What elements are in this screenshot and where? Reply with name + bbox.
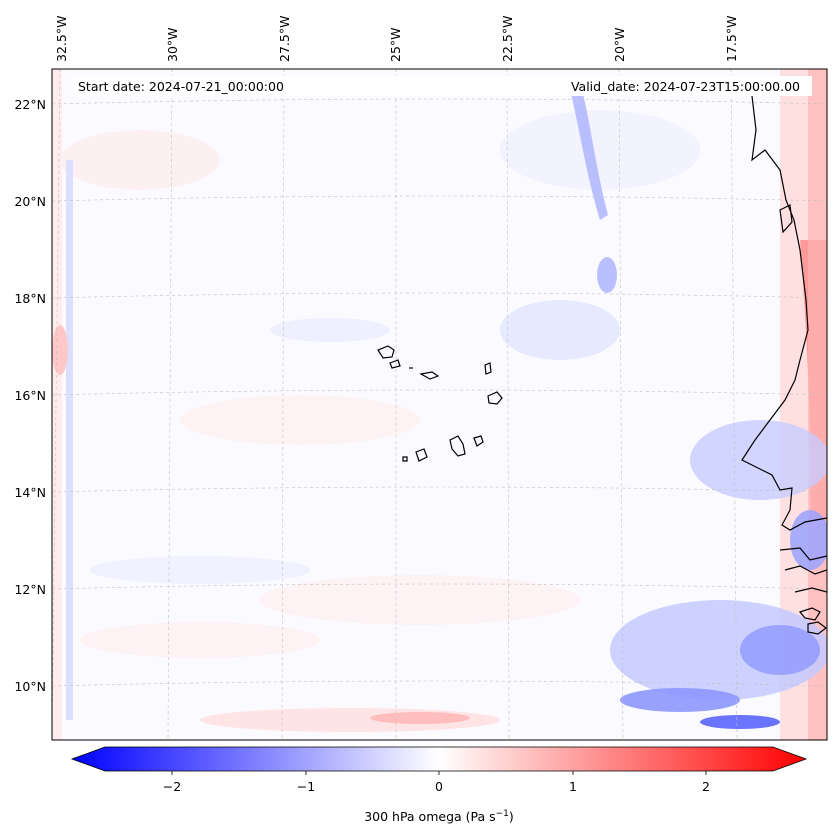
gridlines [52,69,827,740]
latitude-labels: 22°N 20°N 18°N 16°N 14°N 12°N 10°N [14,97,46,694]
colorbar: −2 −1 0 1 2 300 hPa omega (Pa s−1) [70,746,808,824]
lon-label: 32.5°W [54,16,69,62]
lon-label: 17.5°W [724,16,739,62]
colorbar-tick-label: 0 [435,779,443,794]
lat-label: 16°N [14,388,46,403]
lon-label: 22.5°W [500,16,515,62]
colorbar-ticks [171,771,707,775]
coastlines [741,95,827,635]
annotation-background [72,76,812,96]
map-frame [51,68,828,741]
lat-label: 20°N [14,194,46,209]
lat-label: 18°N [14,291,46,306]
colorbar-tick-label: 2 [702,779,710,794]
colorbar-tick-label: −1 [297,779,315,794]
omega-field [52,69,827,740]
lon-label: 27.5°W [277,16,292,62]
colorbar-body [70,746,808,772]
colorbar-label: 300 hPa omega (Pa s−1) [364,809,514,824]
lon-label: 25°W [388,27,403,62]
colorbar-tick-label: −2 [163,779,181,794]
africa-coastline [741,95,827,531]
lat-label: 22°N [14,97,46,112]
lat-label: 12°N [14,582,46,597]
lon-label: 20°W [612,27,627,62]
start-date-label: Start date: 2024-07-21_00:00:00 [78,79,284,94]
colorbar-tick-label: 1 [569,779,577,794]
cape-verde-islands [377,345,503,462]
longitude-labels: 32.5°W 30°W 27.5°W 25°W 22.5°W 20°W 17.5… [54,16,739,62]
valid-date-label: Valid_date: 2024-07-23T15:00:00.00 [571,79,800,94]
lat-label: 10°N [14,679,46,694]
map-panel: Start date: 2024-07-21_00:00:00 Valid_da… [51,68,828,741]
lat-label: 14°N [14,485,46,500]
lon-label: 30°W [165,27,180,62]
